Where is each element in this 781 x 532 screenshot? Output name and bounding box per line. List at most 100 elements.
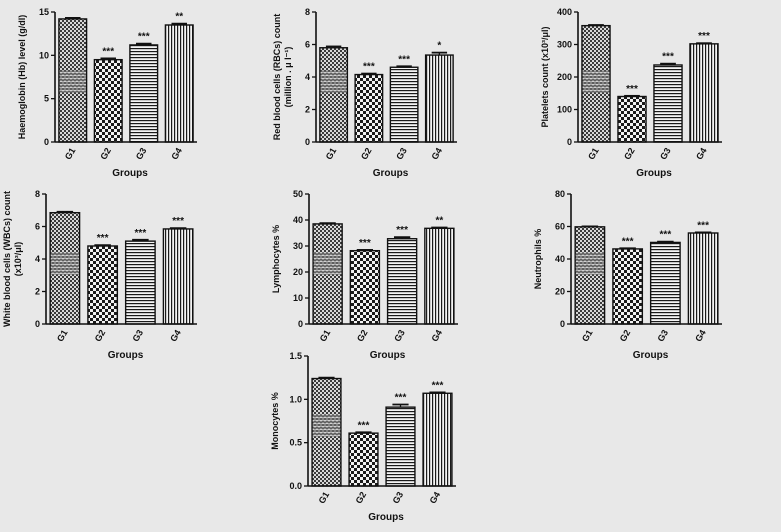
significance-label: *** xyxy=(398,54,410,65)
x-tick-label: G3 xyxy=(134,146,149,161)
y-axis-title: (million . μ l⁻¹) xyxy=(283,47,293,108)
y-tick-label: 6 xyxy=(305,40,310,50)
x-tick-label: G2 xyxy=(622,146,637,161)
x-tick-label: G4 xyxy=(429,328,444,343)
x-axis-title: Groups xyxy=(112,168,148,179)
y-tick-label: 0 xyxy=(298,319,303,329)
x-tick-label: G4 xyxy=(428,490,443,505)
x-axis-title: Groups xyxy=(370,350,406,361)
x-tick-label: G1 xyxy=(317,490,332,505)
bar-g2 xyxy=(354,73,384,143)
y-tick-label: 20 xyxy=(293,267,303,277)
significance-label: *** xyxy=(102,46,114,57)
x-tick-label: G3 xyxy=(130,328,145,343)
y-tick-label: 0 xyxy=(567,137,572,147)
x-tick-label: G3 xyxy=(391,490,406,505)
significance-label: *** xyxy=(622,236,634,247)
y-tick-label: 0 xyxy=(560,319,565,329)
significance-label: ** xyxy=(435,216,443,227)
bar-g4 xyxy=(424,54,454,143)
significance-label: *** xyxy=(395,393,407,404)
y-axis-title: Lymphocytes % xyxy=(271,225,281,293)
bar-g4 xyxy=(689,43,719,143)
y-tick-label: 4 xyxy=(305,72,310,82)
bar-g4 xyxy=(422,392,453,487)
bar-g1-band xyxy=(313,252,342,275)
x-tick-label: G1 xyxy=(318,328,333,343)
y-tick-label: 300 xyxy=(557,40,572,50)
bar-g1-band xyxy=(582,70,610,93)
significance-label: *** xyxy=(396,225,408,236)
x-tick-label: G4 xyxy=(694,146,709,161)
y-tick-label: 400 xyxy=(557,7,572,17)
significance-label: *** xyxy=(363,62,375,73)
chart-panel-6: G1 *** G2 *** G3 *** G4 0 20 40 60 80 Groups Neutroph… xyxy=(533,189,722,361)
bar-g2 xyxy=(612,248,644,325)
x-tick-label: G1 xyxy=(63,146,78,161)
bar-g1-band xyxy=(312,414,341,437)
significance-label: *** xyxy=(172,216,184,227)
y-axis-title: (x10³/μl) xyxy=(13,242,23,277)
x-tick-label: G3 xyxy=(655,328,670,343)
significance-label: *** xyxy=(626,84,638,95)
y-axis-title: Red blood cells (RBCs) count xyxy=(272,14,282,141)
significance-label: *** xyxy=(697,220,709,231)
significance-label: *** xyxy=(662,52,674,63)
y-tick-label: 5 xyxy=(44,94,49,104)
x-tick-label: G1 xyxy=(324,146,339,161)
x-tick-label: G2 xyxy=(359,146,374,161)
y-tick-label: 30 xyxy=(293,241,303,251)
y-axis-title: Neutrophils % xyxy=(533,229,543,290)
bar-g2 xyxy=(348,432,379,487)
y-axis-title: Haemoglobin (Hb) level (g/dl) xyxy=(17,15,27,140)
y-tick-label: 60 xyxy=(555,222,565,232)
bar-g1-band xyxy=(50,252,79,275)
x-tick-label: G1 xyxy=(580,328,595,343)
significance-label: ** xyxy=(175,12,183,23)
bar-g2 xyxy=(93,58,123,143)
x-tick-label: G4 xyxy=(429,146,444,161)
x-axis-title: Groups xyxy=(368,512,404,523)
x-tick-label: G4 xyxy=(169,146,184,161)
significance-label: *** xyxy=(135,228,147,239)
y-tick-label: 40 xyxy=(293,215,303,225)
y-tick-label: 20 xyxy=(555,287,565,297)
bar-g1-band xyxy=(59,70,86,93)
significance-label: *** xyxy=(660,230,672,241)
y-axis-title: White blood cells (WBCs) count xyxy=(2,191,12,327)
y-tick-label: 80 xyxy=(555,189,565,199)
significance-label: *** xyxy=(432,380,444,391)
bar-g4 xyxy=(424,227,455,325)
y-tick-label: 40 xyxy=(555,254,565,264)
y-tick-label: 0 xyxy=(35,319,40,329)
x-axis-title: Groups xyxy=(108,350,144,361)
x-axis-title: Groups xyxy=(633,350,669,361)
x-tick-label: G4 xyxy=(693,328,708,343)
chart-panel-2: G1 *** G2 *** G3 * G4 0 2 4 6 8 Groups Red blood cell… xyxy=(272,7,457,179)
y-tick-label: 1.0 xyxy=(289,394,302,404)
bar-g2 xyxy=(87,245,119,325)
x-tick-label: G3 xyxy=(394,146,409,161)
chart-panel-4: G1 *** G2 *** G3 *** G4 0 2 4 6 8 Groups White blood … xyxy=(2,189,197,361)
x-tick-label: G2 xyxy=(98,146,113,161)
x-tick-label: G4 xyxy=(168,328,183,343)
x-tick-label: G3 xyxy=(658,146,673,161)
y-tick-label: 2 xyxy=(305,105,310,115)
y-tick-label: 0.0 xyxy=(289,481,302,491)
chart-panel-3: G1 *** G2 *** G3 *** G4 0 100 200 300 400 Groups Plat… xyxy=(540,7,722,179)
y-tick-label: 2 xyxy=(35,287,40,297)
x-tick-label: G2 xyxy=(354,490,369,505)
x-tick-label: G2 xyxy=(355,328,370,343)
y-tick-label: 4 xyxy=(35,254,40,264)
chart-panel-7: G1 *** G2 *** G3 *** G4 0.0 0.5 1.0 1.5 Groups Monoc… xyxy=(270,351,456,523)
significance-label: * xyxy=(437,41,441,52)
y-tick-label: 50 xyxy=(293,189,303,199)
bar-g3 xyxy=(129,44,159,143)
x-tick-label: G3 xyxy=(392,328,407,343)
x-axis-title: Groups xyxy=(636,168,672,179)
significance-label: *** xyxy=(358,420,370,431)
bar-g4 xyxy=(162,228,194,325)
x-tick-label: G1 xyxy=(586,146,601,161)
y-tick-label: 0.5 xyxy=(289,438,302,448)
